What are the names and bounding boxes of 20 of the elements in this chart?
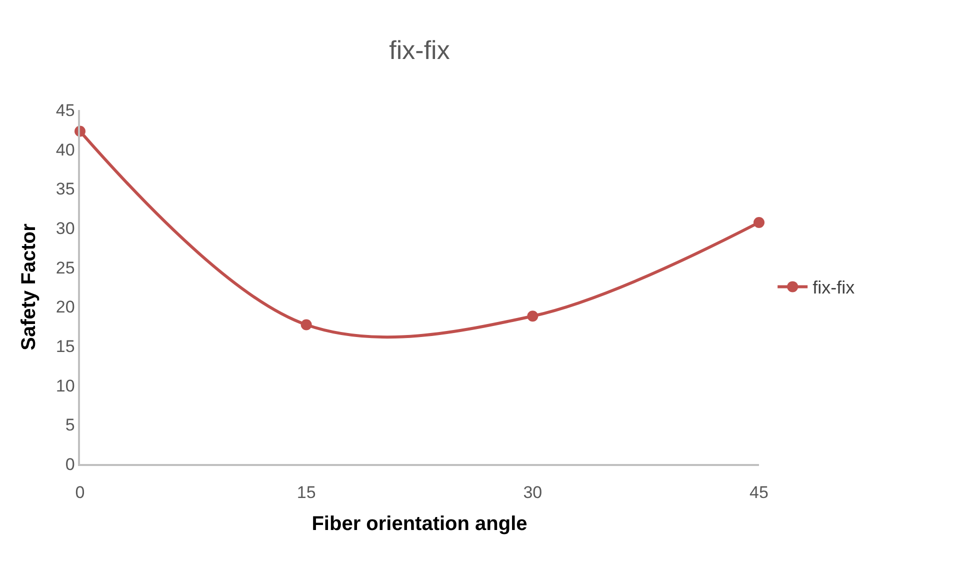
chart-title: fix-fix [389,34,450,65]
x-tick-label: 15 [296,483,316,502]
point [527,310,538,322]
y-tick-label: 30 [56,218,75,238]
y-tick-label: 0 [65,454,75,474]
y-tick-label: 5 [65,416,75,435]
point [754,216,764,228]
y-axis-title: Safety Factor [18,223,40,350]
point [300,319,312,330]
y-tick-label: 10 [56,376,75,396]
y-tick-label: 35 [56,180,75,199]
y-tick-label: 40 [56,140,75,160]
x-axis-title: Fiber orientation angle [312,513,528,536]
legend-label: fix-fix [812,278,855,298]
y-tick-label: 45 [56,100,75,120]
x-tick-label: 30 [523,483,542,502]
x-tick-label: 45 [750,483,768,502]
y-tick-label: 20 [56,298,75,317]
y-tick-label: 25 [56,258,75,278]
y-tick-label: 15 [56,336,75,356]
